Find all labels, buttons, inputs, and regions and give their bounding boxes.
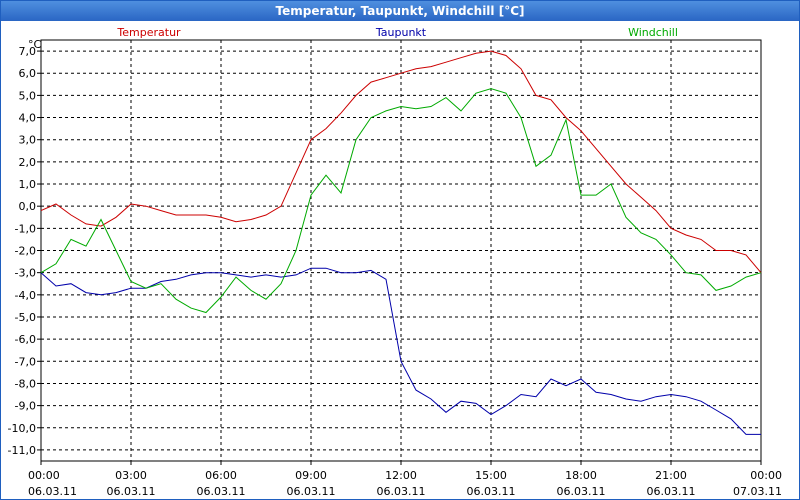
x-tick-date: 06.03.11 (647, 485, 696, 498)
x-tick-date: 06.03.11 (107, 485, 156, 498)
y-tick-label: 7,0 (19, 45, 37, 58)
x-tick-date: 06.03.11 (557, 485, 606, 498)
x-tick-date: 06.03.11 (28, 485, 77, 498)
y-tick-label: -10,0 (8, 422, 36, 435)
y-tick-label: 2,0 (19, 156, 37, 169)
y-tick-label: 1,0 (19, 178, 37, 191)
series-line-windchill (40, 88, 762, 314)
y-tick-label: 0,0 (19, 200, 37, 213)
x-tick-time: 00:00 (750, 469, 782, 482)
x-tick-date: 06.03.11 (377, 485, 426, 498)
grid-lines (41, 40, 761, 461)
series-line-taupunkt (40, 267, 761, 435)
x-tick-time: 12:00 (385, 469, 417, 482)
x-tick-time: 06:00 (205, 469, 237, 482)
y-tick-label: -8,0 (15, 377, 36, 390)
y-tick-label: 5,0 (19, 89, 37, 102)
x-tick-time: 09:00 (295, 469, 327, 482)
y-tick-label: -7,0 (15, 355, 36, 368)
series-line-temperatur (40, 50, 762, 274)
y-tick-label: 4,0 (19, 112, 37, 125)
y-tick-label: -11,0 (8, 444, 36, 457)
x-tick-time: 03:00 (115, 469, 147, 482)
y-tick-label: -4,0 (15, 289, 36, 302)
y-tick-label: 6,0 (19, 67, 37, 80)
x-tick-date: 06.03.11 (197, 485, 246, 498)
window-title: Temperatur, Taupunkt, Windchill [°C] (1, 1, 799, 21)
x-tick-time: 15:00 (475, 469, 507, 482)
y-tick-label: -1,0 (15, 222, 36, 235)
x-axis: 00:00 06.03.11 03:00 06.03.11 06:00 06.03.11 0… (28, 461, 782, 498)
legend-windchill: Windchill (628, 26, 678, 39)
x-tick-time: 21:00 (655, 469, 687, 482)
legend-temperatur: Temperatur (116, 26, 181, 39)
y-axis-unit: °C (28, 38, 42, 51)
y-tick-label: 3,0 (19, 134, 37, 147)
x-tick-time: 18:00 (565, 469, 597, 482)
y-tick-label: -3,0 (15, 267, 36, 280)
x-tick-date: 06.03.11 (287, 485, 336, 498)
y-tick-label: -6,0 (15, 333, 36, 346)
y-axis: 7,0 6,0 5,0 4,0 3,0 2,0 1,0 0,0 -1,0 -2,0 -3,0 -4,0… (8, 45, 41, 457)
series-group (40, 50, 762, 435)
legend-taupunkt: Taupunkt (375, 26, 427, 39)
y-tick-label: -9,0 (15, 400, 36, 413)
y-tick-label: -2,0 (15, 245, 36, 258)
y-tick-label: -5,0 (15, 311, 36, 324)
x-tick-date: 07.03.11 (733, 485, 782, 498)
x-tick-time: 00:00 (28, 469, 60, 482)
line-chart: 7,0 6,0 5,0 4,0 3,0 2,0 1,0 0,0 -1,0 -2,0 -3,0 -4,0… (8, 26, 782, 498)
x-tick-date: 06.03.11 (467, 485, 516, 498)
